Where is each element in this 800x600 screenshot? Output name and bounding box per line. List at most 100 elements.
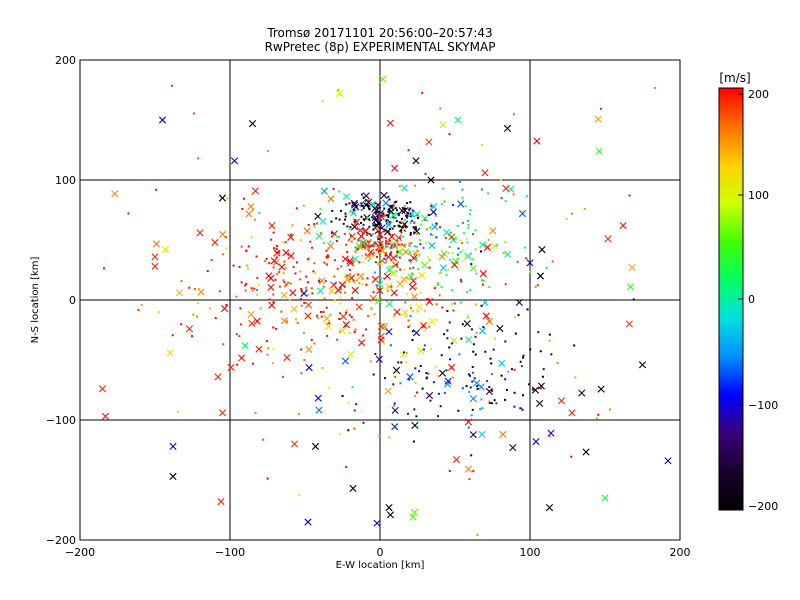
data-point-dot [244, 289, 247, 292]
data-point-dot [391, 205, 394, 208]
data-point-dot [480, 398, 483, 401]
data-point-dot [448, 133, 451, 136]
data-point-dot [451, 252, 454, 255]
data-point-dot [595, 417, 598, 420]
data-point-dot [406, 212, 409, 215]
x-tick-label: −100 [215, 546, 245, 559]
data-point-dot [427, 256, 430, 259]
data-point-dot [355, 403, 358, 406]
data-point-dot [399, 244, 402, 247]
data-point-dot [392, 260, 395, 263]
data-point-dot [254, 218, 257, 221]
data-point-dot [354, 250, 357, 253]
data-point-dot [487, 238, 490, 241]
data-point-dot [307, 257, 310, 260]
data-point-dot [481, 407, 484, 410]
data-point-x [379, 75, 387, 83]
data-point-dot [339, 312, 342, 315]
data-point-dot [463, 232, 466, 235]
data-point-dot [226, 197, 229, 200]
data-point-dot [316, 314, 319, 317]
data-point-dot [480, 143, 483, 146]
data-point-dot [495, 402, 498, 405]
data-point-dot [373, 271, 376, 274]
data-point-dot [343, 232, 346, 235]
data-point-dot [224, 236, 227, 239]
data-point-dot [297, 412, 300, 415]
data-point-x [481, 299, 489, 307]
data-point-dot [456, 253, 459, 256]
data-point-x [369, 294, 377, 302]
data-point-x [287, 233, 295, 241]
data-point-dot [407, 326, 410, 329]
data-point-x [412, 157, 420, 165]
data-point-dot [413, 253, 416, 256]
data-point-x [341, 357, 350, 365]
data-point-dot [307, 223, 310, 226]
data-point-dot [313, 262, 316, 265]
data-point-dot [359, 245, 362, 248]
data-point-dot [222, 343, 225, 346]
data-point-x [582, 448, 590, 456]
data-point-dot [458, 353, 461, 356]
data-point-dot [385, 245, 388, 248]
data-point-dot [157, 311, 160, 314]
data-point-dot [391, 227, 394, 230]
data-point-x [196, 229, 204, 237]
data-point-dot [377, 251, 380, 254]
data-point-dot [416, 249, 419, 252]
data-point-dot [257, 283, 260, 286]
data-point-dot [403, 205, 406, 208]
data-point-dot [188, 286, 191, 289]
data-point-dot [502, 252, 505, 255]
data-point-dot [348, 228, 351, 231]
data-point-dot [447, 252, 450, 255]
data-point-x [464, 336, 473, 344]
data-point-dot [371, 233, 374, 236]
data-point-dot [294, 272, 297, 275]
data-point-dot [362, 334, 365, 337]
data-point-dot [350, 240, 353, 243]
data-point-dot [409, 207, 412, 210]
data-point-x [251, 187, 260, 195]
data-point-dot [387, 240, 390, 243]
data-point-dot [366, 277, 369, 280]
data-point-x [175, 289, 184, 297]
data-point-dot [373, 242, 376, 245]
data-point-x [395, 234, 403, 242]
data-point-dot [368, 254, 371, 257]
data-point-dot [413, 408, 416, 411]
data-point-dot [421, 387, 424, 390]
data-point-dot [239, 307, 242, 310]
data-point-x [380, 191, 388, 200]
data-point-dot [415, 415, 418, 418]
data-point-x [429, 208, 438, 216]
data-point-dot [522, 356, 525, 359]
data-point-dot [467, 426, 470, 429]
data-point-dot [500, 374, 503, 377]
data-point-dot [225, 247, 228, 250]
data-point-dot [344, 215, 347, 218]
data-point-dot [347, 281, 350, 284]
data-point-dot [307, 293, 310, 296]
data-point-x [392, 366, 401, 374]
data-point-dot [382, 212, 385, 215]
data-point-x [402, 248, 410, 256]
data-point-dot [299, 298, 302, 301]
data-point-dot [312, 270, 315, 273]
data-point-dot [484, 350, 487, 353]
data-point-dot [399, 236, 402, 239]
data-point-dot [408, 324, 411, 327]
x-axis-label: E-W location [km] [336, 560, 425, 571]
data-point-dot [322, 285, 325, 288]
data-point-x [376, 230, 384, 238]
data-point-dot [265, 340, 268, 343]
data-point-dot [406, 292, 409, 295]
data-point-dot [371, 216, 374, 219]
data-point-dot [514, 316, 517, 319]
data-point-dot [387, 214, 390, 217]
data-point-x [376, 286, 384, 295]
data-point-dot [280, 310, 283, 313]
data-point-x [273, 249, 281, 257]
data-point-dot [444, 236, 447, 239]
